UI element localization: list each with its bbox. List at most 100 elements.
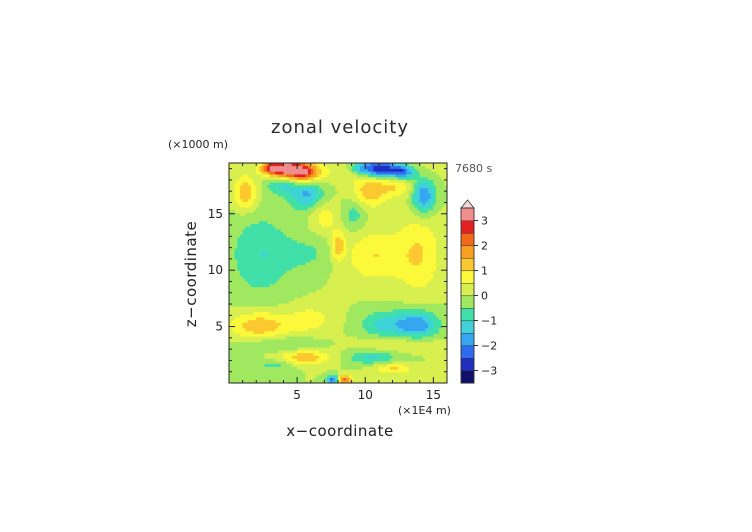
heatmap-cell	[376, 245, 380, 249]
heatmap-cell	[302, 358, 306, 362]
heatmap-cell	[305, 168, 309, 172]
heatmap-cell	[305, 339, 309, 343]
heatmap-cell	[318, 317, 323, 321]
heatmap-cell	[324, 284, 328, 288]
heatmap-cell	[329, 278, 333, 282]
heatmap-cell	[395, 212, 399, 216]
heatmap-cell	[278, 347, 282, 351]
heatmap-cell	[283, 292, 287, 296]
heatmap-cell	[327, 328, 331, 332]
heatmap-cell	[239, 330, 244, 334]
heatmap-cell	[354, 234, 358, 238]
heatmap-cell	[329, 248, 333, 252]
heatmap-cell	[340, 165, 344, 169]
heatmap-cell	[389, 306, 393, 310]
heatmap-cell	[392, 201, 396, 205]
heatmap-cell	[365, 273, 369, 277]
heatmap-cell	[294, 377, 298, 381]
heatmap-cell	[318, 328, 323, 332]
heatmap-cell	[256, 215, 260, 219]
heatmap-cell	[272, 174, 276, 178]
heatmap-cell	[340, 308, 344, 312]
heatmap-cell	[308, 311, 312, 315]
heatmap-cell	[267, 253, 271, 257]
heatmap-cell	[275, 248, 279, 252]
heatmap-cell	[359, 352, 363, 356]
heatmap-cell	[324, 358, 328, 362]
heatmap-cell	[340, 253, 344, 257]
heatmap-cell	[258, 190, 263, 194]
heatmap-cell	[242, 347, 246, 351]
heatmap-cell	[338, 328, 342, 332]
heatmap-cell	[389, 223, 393, 227]
heatmap-cell	[327, 325, 331, 329]
heatmap-cell	[294, 168, 298, 172]
heatmap-cell	[373, 229, 377, 233]
heatmap-cell	[327, 226, 331, 230]
heatmap-cell	[291, 234, 295, 238]
heatmap-cell	[329, 369, 333, 373]
heatmap-cell	[373, 165, 377, 169]
heatmap-cell	[280, 317, 284, 321]
heatmap-cell	[261, 289, 265, 293]
heatmap-cell	[291, 171, 295, 175]
heatmap-cell	[280, 163, 284, 167]
heatmap-cell	[237, 209, 241, 213]
heatmap-cell	[359, 325, 363, 329]
heatmap-cell	[242, 322, 246, 326]
heatmap-cell	[286, 355, 290, 359]
heatmap-cell	[283, 361, 287, 365]
heatmap-cell	[278, 286, 282, 290]
heatmap-cell	[283, 295, 287, 299]
heatmap-cell	[302, 352, 306, 356]
heatmap-cell	[294, 369, 298, 373]
heatmap-cell	[242, 231, 246, 235]
heatmap-cell	[231, 226, 235, 230]
heatmap-cell	[294, 374, 298, 378]
heatmap-cell	[272, 377, 276, 381]
heatmap-cell	[373, 262, 377, 266]
heatmap-cell	[275, 372, 279, 376]
heatmap-cell	[234, 240, 238, 244]
heatmap-cell	[294, 319, 298, 323]
heatmap-cell	[362, 185, 366, 189]
heatmap-cell	[297, 163, 301, 167]
heatmap-cell	[269, 336, 274, 340]
heatmap-cell	[387, 297, 391, 301]
heatmap-cell	[253, 259, 257, 263]
heatmap-cell	[362, 215, 366, 219]
heatmap-cell	[267, 209, 271, 213]
heatmap-cell	[280, 308, 284, 312]
heatmap-cell	[288, 226, 293, 230]
heatmap-cell	[357, 319, 361, 323]
heatmap-cell	[267, 204, 271, 208]
heatmap-cell	[354, 190, 358, 194]
heatmap-cell	[395, 308, 399, 312]
heatmap-cell	[275, 281, 279, 285]
heatmap-cell	[272, 355, 276, 359]
heatmap-cell	[335, 297, 339, 301]
heatmap-cell	[248, 358, 252, 362]
heatmap-cell	[384, 328, 388, 332]
heatmap-cell	[338, 289, 342, 293]
heatmap-cell	[373, 350, 377, 354]
heatmap-cell	[389, 168, 393, 172]
heatmap-cell	[357, 347, 361, 351]
heatmap-cell	[313, 253, 317, 257]
heatmap-cell	[308, 212, 312, 216]
heatmap-cell	[302, 363, 306, 367]
heatmap-cell	[242, 336, 246, 340]
heatmap-cell	[305, 275, 309, 279]
heatmap-cell	[313, 295, 317, 299]
heatmap-cell	[275, 380, 279, 384]
heatmap-cell	[308, 204, 312, 208]
heatmap-cell	[283, 198, 287, 202]
heatmap-cell	[288, 273, 293, 277]
heatmap-cell	[275, 377, 279, 381]
heatmap-cell	[392, 311, 396, 315]
heatmap-cell	[239, 306, 244, 310]
heatmap-cell	[299, 295, 303, 299]
heatmap-cell	[367, 267, 372, 271]
heatmap-cell	[346, 193, 350, 197]
heatmap-cell	[348, 278, 353, 282]
